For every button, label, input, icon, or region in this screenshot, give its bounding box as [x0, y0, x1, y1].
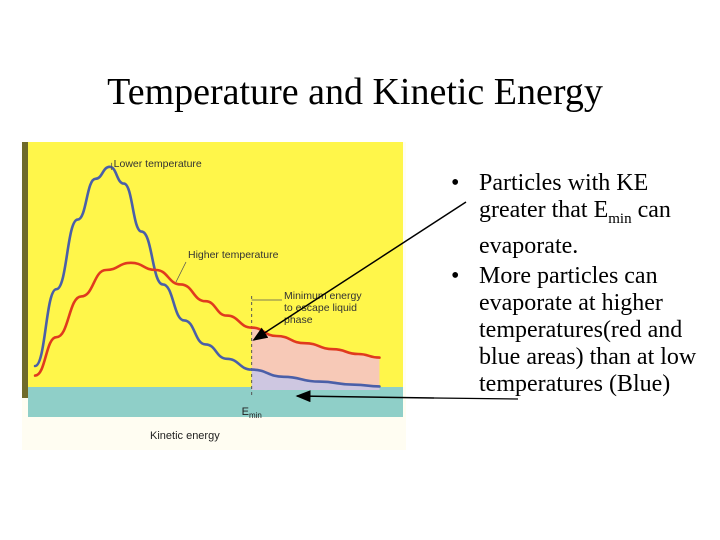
arrow-to-threshold — [252, 201, 467, 341]
chart-left-strip — [22, 142, 28, 398]
arrow-underline — [433, 397, 519, 400]
bullet-1-subscript: min — [608, 210, 632, 227]
bullet-2-text: More particles can evaporate at higher t… — [479, 262, 697, 397]
bullet-dot: • — [451, 170, 460, 196]
higher-temp-leader-line — [175, 261, 187, 283]
threshold-annotation-line: Minimum energy — [284, 290, 362, 302]
chart-labels: Lower temperature Higher temperature Min… — [111, 158, 362, 442]
x-axis-label: Kinetic energy — [150, 430, 220, 442]
bullet-2: • More particles can evaporate at higher… — [449, 263, 717, 398]
slide-title: Temperature and Kinetic Energy — [107, 71, 603, 113]
series-line-higher-temperature — [33, 261, 381, 377]
arrow-to-tail — [295, 390, 435, 403]
threshold-annotation: Minimum energy to escape liquid phase — [284, 290, 362, 326]
threshold-annotation-line: phase — [284, 314, 313, 326]
emin-subscript: min — [249, 411, 262, 420]
bullet-1-text: Particles with KE greater that E — [479, 170, 649, 223]
bullet-dot: • — [451, 262, 460, 289]
series-layer — [33, 165, 381, 388]
bullet-list: • Particles with KE greater that Emin can… — [449, 170, 717, 398]
legend-higher-temperature: Higher temperature — [188, 249, 279, 261]
legend-lower-temperature: Lower temperature — [114, 158, 202, 170]
bullet-1-text-end: can evaporate. — [479, 197, 671, 259]
threshold-annotation-line: to escape liquid — [284, 302, 357, 314]
series-line-lower-temperature — [33, 165, 381, 388]
evaporation-area — [251, 327, 380, 390]
bullet-1: • Particles with KE greater that Emin can… — [449, 170, 717, 260]
x-axis-band — [28, 387, 403, 417]
